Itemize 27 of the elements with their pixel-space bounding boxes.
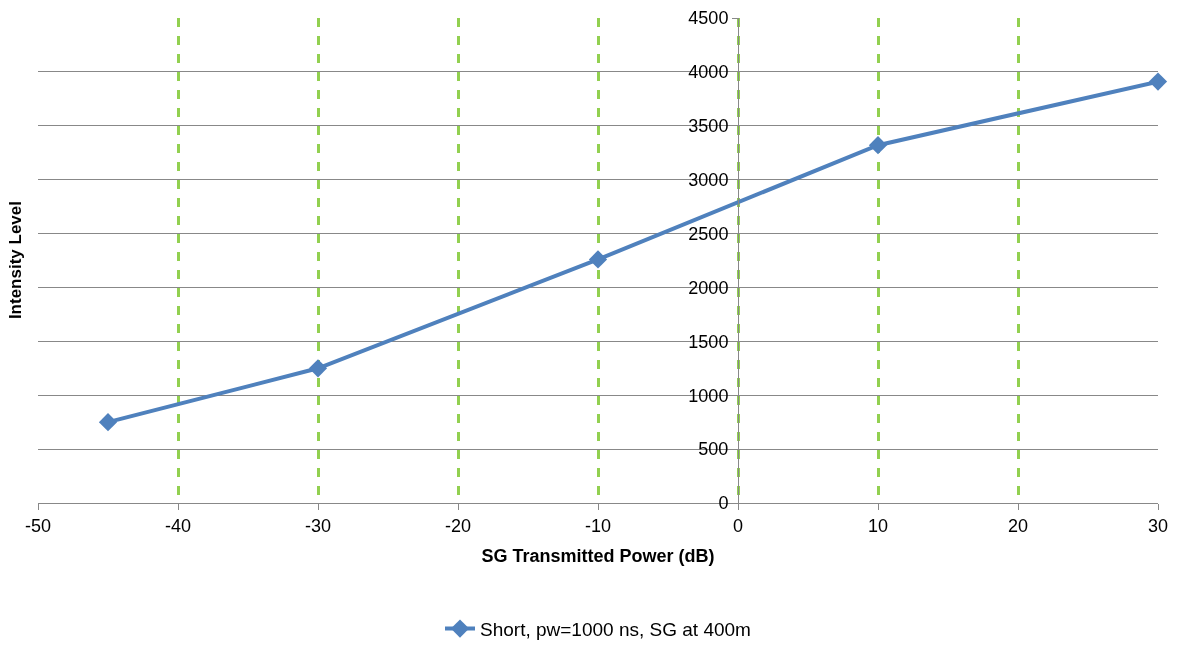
y-tick-label: 1500 [688, 331, 729, 352]
y-tick-label: 2000 [688, 277, 729, 298]
point [308, 359, 328, 378]
point [588, 250, 608, 269]
y-tick-label: 4500 [688, 8, 729, 29]
x-tick-label: 30 [1147, 515, 1169, 536]
x-tick-label: -40 [164, 515, 192, 536]
x-tick-label: 10 [867, 515, 889, 536]
y-tick-label: 3500 [688, 116, 729, 137]
x-tick-label: -30 [304, 515, 332, 536]
y-tick-label: 3000 [688, 169, 729, 190]
y-tick-label: 2500 [688, 223, 729, 244]
x-tick-label: -10 [584, 515, 612, 536]
y-axis-title: Intensity Level [6, 200, 26, 320]
x-tick-label: -50 [24, 515, 52, 536]
legend-label: Short, pw=1000 ns, SG at 400m [480, 618, 751, 640]
x-tick-label: -20 [444, 515, 472, 536]
point [868, 136, 888, 155]
y-tick-label: 4000 [688, 62, 729, 83]
x-axis-title: SG Transmitted Power (dB) [481, 545, 715, 566]
y-tick-label: 0 [718, 493, 729, 514]
x-tick-label: 20 [1007, 515, 1029, 536]
point [98, 413, 118, 432]
y-tick-label: 1000 [688, 385, 729, 406]
point [1148, 72, 1168, 91]
y-tick-label: 500 [698, 439, 729, 460]
x-tick-label: 0 [732, 515, 744, 536]
